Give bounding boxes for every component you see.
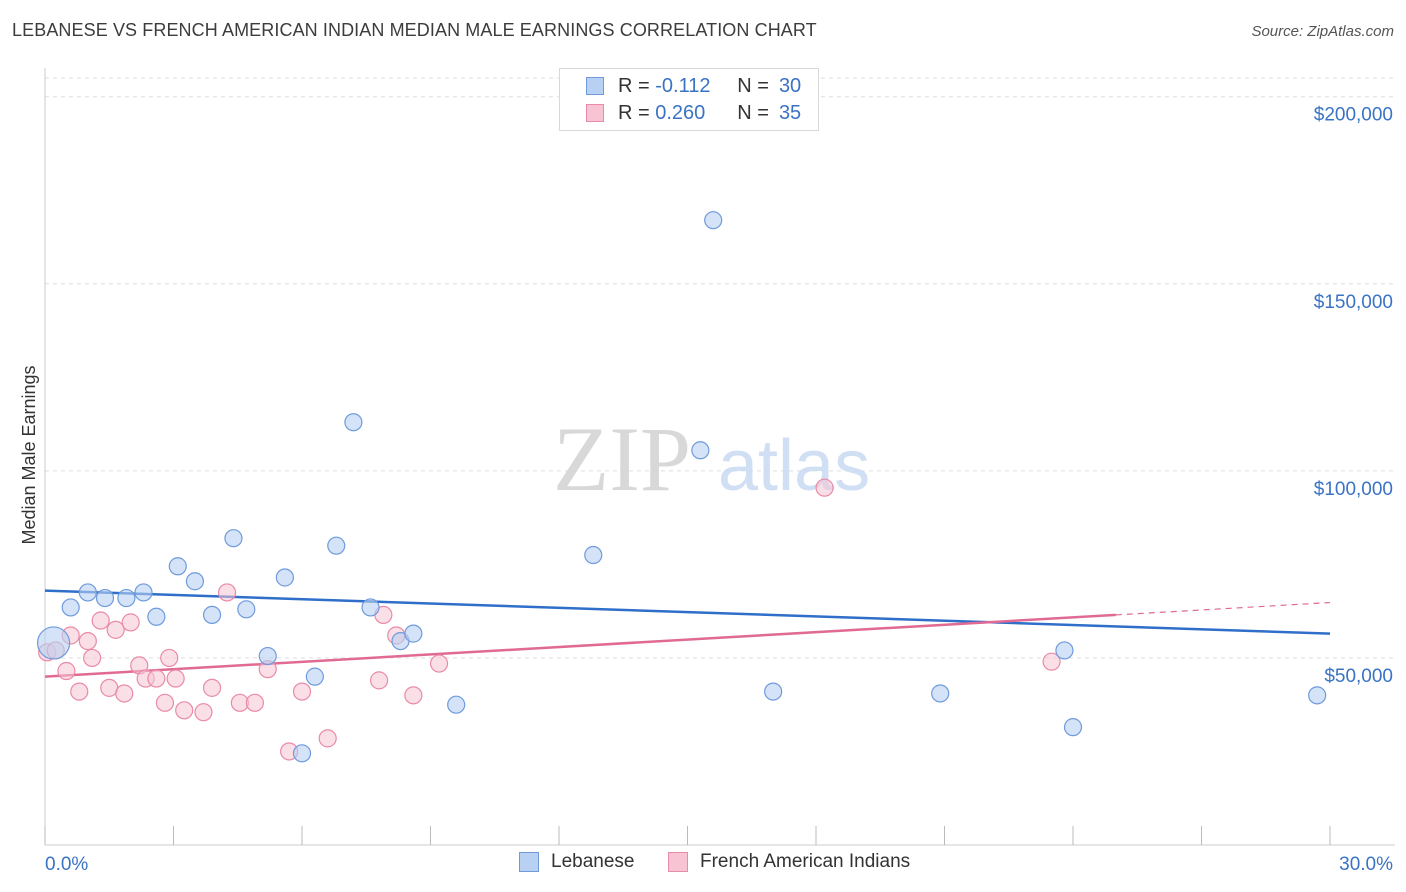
data-point-french-american-indians: [318, 729, 337, 748]
data-point-french-american-indians: [166, 669, 185, 688]
grid-lines: [45, 77, 1395, 659]
data-point-lebanese: [36, 626, 71, 660]
y-tick-label: $150,000: [1314, 292, 1393, 313]
data-point-lebanese: [202, 605, 222, 625]
data-point-french-american-indians: [404, 686, 423, 705]
y-tick-label: $100,000: [1314, 479, 1393, 500]
data-point-lebanese: [704, 211, 723, 230]
data-point-french-american-indians: [292, 682, 312, 701]
data-point-french-american-indians: [121, 613, 140, 632]
x-tick-label: 0.0%: [45, 854, 88, 875]
data-point-french-american-indians: [245, 693, 264, 712]
data-point-french-american-indians: [83, 648, 102, 668]
data-point-french-american-indians: [175, 701, 194, 720]
data-point-french-american-indians: [202, 678, 222, 697]
data-point-lebanese: [168, 557, 187, 576]
y-tick-label: $200,000: [1314, 105, 1393, 126]
correlation-legend: R = -0.112 N = 30 R = 0.260 N = 35: [559, 68, 819, 131]
data-point-lebanese: [185, 572, 205, 591]
data-point-french-american-indians: [78, 631, 97, 651]
data-point-french-american-indians: [106, 620, 125, 639]
data-point-lebanese: [361, 598, 380, 617]
bottom-legend-label: French American Indians: [700, 851, 911, 872]
legend-r-label: R =: [618, 74, 650, 97]
bottom-legend-label: Lebanese: [551, 851, 635, 872]
legend-n-label: N =: [737, 101, 769, 124]
data-point-french-american-indians: [429, 654, 449, 673]
data-point-french-american-indians: [160, 648, 179, 668]
data-point-french-american-indians: [1042, 652, 1061, 671]
bottom-legend-lebanese: Lebanese: [519, 851, 634, 873]
data-point-lebanese: [292, 744, 312, 763]
legend-r-value: 0.260: [655, 101, 706, 124]
data-point-lebanese: [344, 413, 363, 432]
watermark: ZIP atlas: [553, 408, 870, 510]
data-point-french-american-indians: [815, 478, 834, 497]
data-point-french-american-indians: [147, 669, 166, 688]
data-point-lebanese: [147, 607, 166, 626]
bottom-legend-swatch-pink: [668, 852, 688, 872]
legend-r-label: R =: [618, 101, 650, 124]
data-point-french-american-indians: [370, 671, 389, 690]
bottom-legend-french-american-indians: French American Indians: [668, 851, 910, 873]
data-point-lebanese: [691, 441, 710, 460]
trend-line-french-american-indians: [44, 613, 1116, 678]
data-point-french-american-indians: [57, 661, 76, 681]
data-point-lebanese: [117, 588, 136, 608]
data-point-lebanese: [1063, 718, 1083, 737]
data-point-french-american-indians: [70, 682, 89, 701]
data-point-lebanese: [1308, 686, 1327, 705]
data-point-lebanese: [134, 583, 153, 602]
data-point-lebanese: [764, 682, 783, 701]
y-axis-label: Median Male Earnings: [19, 365, 39, 544]
data-point-lebanese: [95, 588, 115, 608]
x-tick-labels: 0.0% 30.0%: [45, 854, 1393, 875]
trend-line-extension: [1115, 601, 1331, 616]
legend-n-value: 30: [778, 74, 802, 97]
data-point-french-american-indians: [91, 611, 110, 630]
data-point-lebanese: [305, 667, 324, 686]
data-points: [36, 211, 1327, 763]
data-point-lebanese: [327, 536, 346, 555]
data-point-lebanese: [61, 598, 80, 617]
data-point-lebanese: [237, 600, 256, 619]
data-point-lebanese: [931, 684, 950, 703]
data-point-lebanese: [78, 583, 97, 602]
data-point-lebanese: [447, 695, 466, 714]
data-point-french-american-indians: [155, 693, 175, 712]
legend-swatch-pink: [586, 104, 604, 122]
data-point-french-american-indians: [194, 703, 213, 722]
data-point-lebanese: [584, 545, 603, 565]
legend-n-value: 35: [778, 101, 802, 124]
legend-r-value: -0.112: [655, 74, 711, 97]
y-tick-label: $50,000: [1324, 666, 1393, 687]
watermark-atlas: atlas: [718, 426, 870, 506]
watermark-zip: ZIP: [553, 408, 691, 510]
data-point-lebanese: [1055, 641, 1074, 660]
data-point-lebanese: [404, 624, 423, 643]
legend-n-label: N =: [737, 74, 769, 97]
axes: [44, 68, 1395, 846]
legend-swatch-blue: [586, 77, 604, 95]
bottom-legend-swatch-blue: [519, 852, 539, 872]
data-point-lebanese: [224, 529, 243, 548]
data-point-french-american-indians: [115, 684, 134, 703]
chart-title: LEBANESE VS FRENCH AMERICAN INDIAN MEDIA…: [12, 20, 817, 40]
data-point-lebanese: [258, 646, 277, 666]
legend-row-french-american-indians: R = 0.260 N = 35: [586, 101, 801, 125]
legend-row-lebanese: R = -0.112 N = 30: [586, 74, 801, 98]
source-note: Source: ZipAtlas.com: [1251, 23, 1394, 40]
y-tick-labels: $50,000 $100,000 $150,000 $200,000: [1314, 105, 1393, 687]
data-point-lebanese: [275, 568, 294, 587]
trend-lines: [44, 589, 1331, 678]
trend-line-lebanese: [44, 589, 1331, 635]
data-point-french-american-indians: [217, 583, 237, 602]
x-tick-label: 30.0%: [1339, 854, 1393, 875]
